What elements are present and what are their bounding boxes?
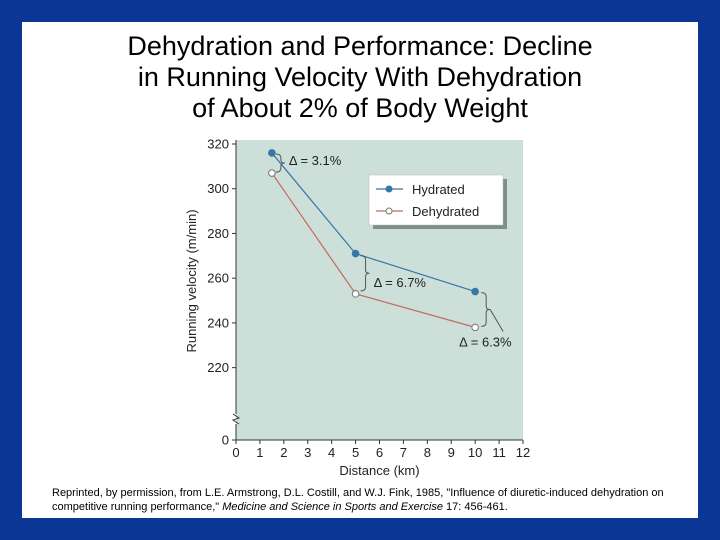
hydrated-point [351, 249, 360, 258]
y-axis-label: Running velocity (m/min) [184, 209, 199, 352]
y-tick-label: 0 [222, 433, 229, 448]
delta-leader-3 [489, 309, 504, 332]
x-tick-label: 3 [304, 445, 311, 460]
x-tick-label: 11 [492, 445, 506, 460]
delta-label-3: Δ = 6.3% [459, 334, 512, 349]
hydrated-point [471, 287, 479, 296]
y-tick-label: 300 [207, 181, 229, 196]
x-tick-label: 10 [468, 445, 482, 460]
legend-marker-dehydrated [385, 207, 393, 215]
delta-label-1: Δ = 3.1% [289, 153, 342, 168]
slide-title: Dehydration and Performance: Decline in … [22, 31, 698, 124]
x-tick-label: 12 [516, 445, 530, 460]
x-tick-label: 8 [424, 445, 431, 460]
dehydrated-point [351, 290, 360, 298]
delta-brace-2 [360, 255, 370, 292]
x-tick-label: 5 [352, 445, 359, 460]
y-tick-label: 220 [207, 360, 229, 375]
title-line-2: in Running Velocity With Dehydration [137, 62, 583, 92]
legend-marker-hydrated [385, 185, 393, 193]
x-tick-label: 6 [376, 445, 383, 460]
x-axis-label: Distance (km) [339, 463, 419, 478]
x-tick-label: 9 [448, 445, 455, 460]
title-line-1: Dehydration and Performance: Decline [127, 31, 593, 61]
y-tick-label: 240 [207, 315, 229, 330]
legend-label-dehydrated: Dehydrated [412, 204, 479, 219]
y-tick-label: 280 [207, 226, 229, 241]
x-tick-label: 2 [280, 445, 287, 460]
citation: Reprinted, by permission, from L.E. Arms… [52, 486, 692, 514]
citation-volume: 17: 456-461. [442, 501, 508, 513]
dehydrated-point [268, 169, 276, 177]
x-tick-label: 7 [400, 445, 407, 460]
y-tick-label: 320 [207, 137, 229, 152]
delta-brace-1 [275, 153, 285, 173]
x-tick-label: 1 [256, 445, 263, 460]
y-tick-label: 260 [207, 271, 229, 286]
title-line-3: of About 2% of Body Weight [192, 93, 528, 123]
hydrated-point [268, 149, 276, 157]
x-tick-label: 4 [328, 445, 335, 460]
citation-text: Reprinted, by permission, from L.E. Arms… [52, 487, 664, 513]
axis-break-mark [231, 413, 241, 425]
legend-box [368, 174, 504, 226]
dehydrated-point [471, 323, 479, 332]
delta-label-2: Δ = 6.7% [374, 275, 427, 290]
legend-label-hydrated: Hydrated [412, 182, 465, 197]
slide: Dehydration and Performance: Decline in … [22, 22, 698, 518]
x-tick-label: 0 [232, 445, 239, 460]
citation-journal: Medicine and Science in Sports and Exerc… [222, 501, 443, 513]
